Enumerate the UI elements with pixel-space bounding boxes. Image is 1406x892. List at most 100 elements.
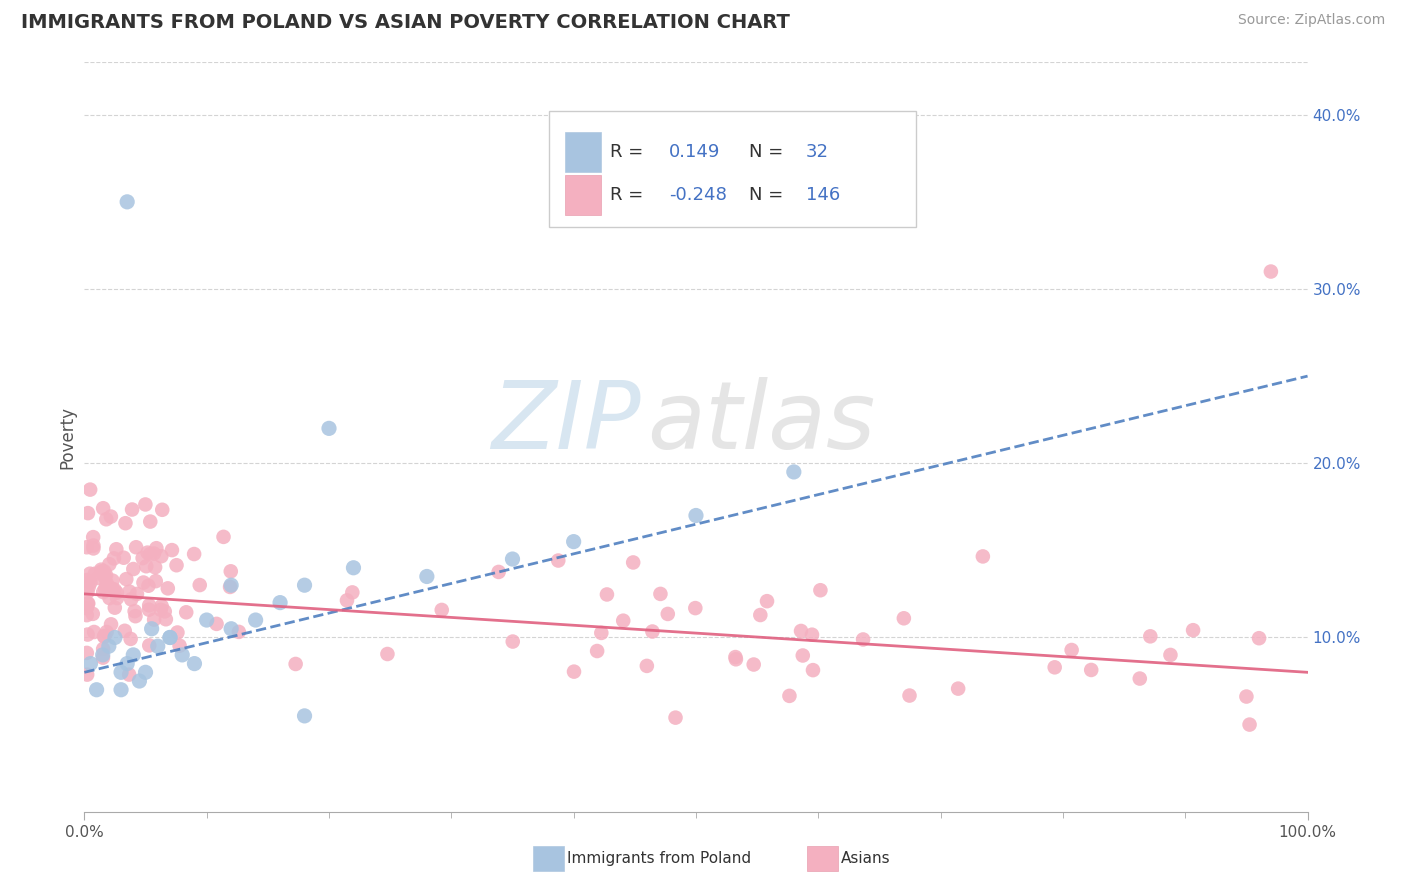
Point xyxy=(115,572,138,586)
Point xyxy=(110,682,132,697)
Point xyxy=(77,580,100,594)
Point xyxy=(150,503,173,517)
Point xyxy=(120,592,142,607)
Point xyxy=(76,608,98,623)
Point xyxy=(132,575,155,590)
Point xyxy=(98,558,121,572)
Point xyxy=(115,194,138,209)
FancyBboxPatch shape xyxy=(550,112,917,227)
Point xyxy=(898,689,921,703)
Point xyxy=(115,657,138,671)
Point xyxy=(160,543,183,558)
Point xyxy=(139,515,162,529)
Point xyxy=(105,585,128,599)
Point xyxy=(83,566,105,581)
Point xyxy=(98,591,121,605)
Point xyxy=(790,624,813,638)
Point xyxy=(124,604,146,618)
Point xyxy=(636,659,658,673)
Text: 146: 146 xyxy=(806,186,841,203)
Point xyxy=(125,541,148,555)
Point xyxy=(76,667,98,681)
Point xyxy=(125,587,148,601)
Point xyxy=(183,547,205,561)
Point xyxy=(122,648,145,662)
Point xyxy=(156,582,179,596)
Point xyxy=(810,583,832,598)
Point xyxy=(172,648,194,662)
Point xyxy=(749,607,772,622)
Point xyxy=(91,650,114,665)
Point xyxy=(76,646,98,660)
Point xyxy=(93,565,115,579)
Point xyxy=(562,534,585,549)
Point xyxy=(801,628,824,642)
Point xyxy=(562,665,585,679)
Point xyxy=(83,625,105,640)
Point xyxy=(91,648,114,662)
Text: Asians: Asians xyxy=(841,851,890,865)
Point xyxy=(79,566,101,581)
Point xyxy=(114,516,136,531)
Point xyxy=(188,578,211,592)
Point xyxy=(685,601,707,615)
Point xyxy=(657,607,679,621)
Point xyxy=(502,634,524,648)
Point xyxy=(488,565,510,579)
Point xyxy=(77,596,100,610)
Point xyxy=(219,564,242,578)
Point xyxy=(105,542,128,557)
Point xyxy=(150,599,173,613)
Point xyxy=(972,549,994,564)
Point xyxy=(724,650,747,665)
Point xyxy=(1182,623,1205,637)
Point xyxy=(82,539,104,553)
Point xyxy=(91,585,114,599)
Text: 32: 32 xyxy=(806,143,830,161)
Point xyxy=(1239,717,1261,731)
Point xyxy=(195,613,218,627)
Point xyxy=(138,599,160,613)
Point xyxy=(219,578,242,592)
Point xyxy=(205,616,228,631)
Point xyxy=(118,667,141,681)
Point xyxy=(430,603,453,617)
Point xyxy=(591,626,613,640)
Point xyxy=(596,587,619,601)
Point xyxy=(212,530,235,544)
Point xyxy=(166,558,188,573)
Text: R =: R = xyxy=(610,186,644,203)
Point xyxy=(91,501,114,516)
Point xyxy=(1080,663,1102,677)
Point xyxy=(104,582,127,597)
Point xyxy=(547,553,569,567)
Point xyxy=(104,600,127,615)
Point xyxy=(110,665,132,680)
Point xyxy=(82,607,104,621)
Point xyxy=(783,465,806,479)
Point xyxy=(685,508,707,523)
Point xyxy=(96,576,118,591)
FancyBboxPatch shape xyxy=(565,131,600,172)
Point xyxy=(153,604,176,618)
Point xyxy=(146,639,169,653)
Text: -0.248: -0.248 xyxy=(669,186,727,203)
Point xyxy=(946,681,969,696)
Point xyxy=(79,657,101,671)
Point xyxy=(852,632,875,647)
Point xyxy=(79,483,101,497)
Point xyxy=(104,631,127,645)
Point xyxy=(90,563,112,577)
Point xyxy=(138,579,160,593)
Point xyxy=(612,614,634,628)
Point xyxy=(138,602,160,616)
Point xyxy=(143,547,166,561)
Point xyxy=(96,512,118,526)
Point xyxy=(76,601,98,615)
Point xyxy=(135,559,157,574)
Point xyxy=(87,571,110,585)
FancyBboxPatch shape xyxy=(565,175,600,215)
Point xyxy=(90,565,112,579)
Point xyxy=(96,625,118,640)
Point xyxy=(1139,629,1161,643)
